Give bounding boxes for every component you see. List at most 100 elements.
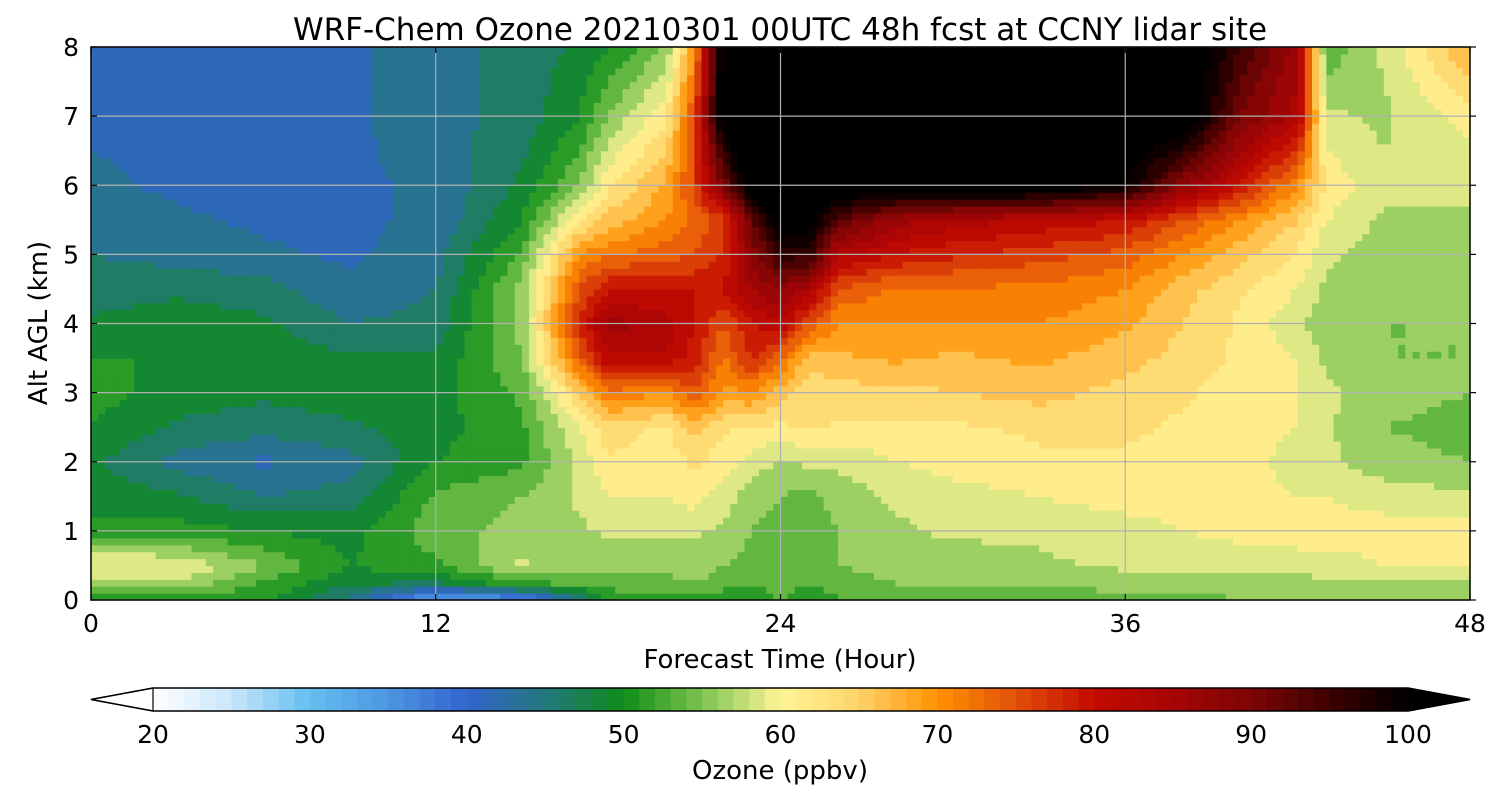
heatmap-cell <box>450 420 458 428</box>
heatmap-cell <box>1132 447 1141 456</box>
heatmap-cell <box>780 434 789 442</box>
heatmap-cell <box>363 572 372 580</box>
heatmap-cell <box>320 544 329 553</box>
heatmap-cell <box>148 565 157 573</box>
heatmap-cell <box>802 475 810 484</box>
heatmap-cell <box>730 593 738 600</box>
heatmap-cell <box>1426 461 1435 470</box>
heatmap-cell <box>170 427 178 435</box>
heatmap-cell <box>852 544 861 553</box>
heatmap-cell <box>148 489 157 497</box>
heatmap-cell <box>622 496 631 504</box>
heatmap-cell <box>234 586 243 594</box>
heatmap-cell <box>780 517 789 525</box>
heatmap-cell <box>378 558 387 567</box>
heatmap-cell <box>162 496 171 504</box>
heatmap-cell <box>1455 496 1464 504</box>
heatmap-cell <box>565 420 573 428</box>
heatmap-cell <box>1304 503 1313 511</box>
heatmap-cell <box>1268 468 1277 477</box>
heatmap-cell <box>636 579 645 587</box>
heatmap-cell <box>787 441 796 449</box>
heatmap-cell <box>256 461 264 470</box>
heatmap-cell <box>1146 593 1155 600</box>
heatmap-cell <box>658 544 667 553</box>
heatmap-cell <box>1240 427 1248 435</box>
heatmap-cell <box>924 427 932 435</box>
heatmap-cell <box>313 496 322 504</box>
heatmap-cell <box>1369 551 1378 560</box>
heatmap-cell <box>234 441 243 449</box>
heatmap-cell <box>1161 517 1169 525</box>
heatmap-cell <box>134 420 142 428</box>
heatmap-cell <box>1103 454 1112 463</box>
heatmap-cell <box>191 523 200 532</box>
heatmap-cell <box>1017 447 1026 456</box>
heatmap-cell <box>306 579 315 587</box>
heatmap-cell <box>155 586 164 594</box>
heatmap-cell <box>694 454 703 463</box>
heatmap-cell <box>1261 434 1270 442</box>
heatmap-cell <box>141 447 150 456</box>
heatmap-cell <box>1276 461 1284 470</box>
heatmap-cell <box>802 510 810 518</box>
heatmap-cell <box>177 558 185 567</box>
heatmap-cell <box>263 475 272 484</box>
heatmap-cell <box>593 461 602 470</box>
heatmap-cell <box>715 517 724 525</box>
heatmap-cell <box>687 593 695 600</box>
heatmap-cell <box>371 427 379 435</box>
heatmap-cell <box>349 523 358 532</box>
heatmap-cell <box>636 551 645 560</box>
heatmap-cell <box>529 572 537 580</box>
heatmap-cell <box>730 441 738 449</box>
heatmap-cell <box>988 482 997 490</box>
heatmap-cell <box>191 517 200 525</box>
heatmap-cell <box>960 579 968 587</box>
heatmap-cell <box>737 523 746 532</box>
heatmap-cell <box>744 475 753 484</box>
heatmap-cell <box>220 468 229 477</box>
heatmap-cell <box>342 579 351 587</box>
heatmap-cell <box>1182 420 1191 428</box>
heatmap-cell <box>593 530 602 539</box>
heatmap-cell <box>1175 427 1184 435</box>
heatmap-cell <box>1218 427 1227 435</box>
heatmap-cell <box>658 510 667 518</box>
heatmap-cell <box>1455 427 1464 435</box>
heatmap-cell <box>241 496 250 504</box>
heatmap-cell <box>952 530 961 539</box>
heatmap-cell <box>1046 441 1055 449</box>
heatmap-cell <box>320 482 329 490</box>
heatmap-cell <box>256 434 264 442</box>
heatmap-cell <box>715 558 724 567</box>
heatmap-cell <box>450 544 458 553</box>
heatmap-cell <box>773 489 782 497</box>
heatmap-cell <box>758 593 767 600</box>
heatmap-cell <box>1003 441 1011 449</box>
heatmap-cell <box>284 510 293 518</box>
heatmap-cell <box>1390 593 1399 600</box>
heatmap-cell <box>220 593 229 600</box>
heatmap-cell <box>622 586 631 594</box>
heatmap-cell <box>1082 558 1090 567</box>
heatmap-cell <box>198 530 207 539</box>
heatmap-cell <box>658 565 667 573</box>
heatmap-cell <box>952 551 961 560</box>
heatmap-cell <box>902 579 911 587</box>
heatmap-cell <box>859 434 868 442</box>
heatmap-cell <box>1412 551 1421 560</box>
heatmap-cell <box>1340 551 1349 560</box>
heatmap-cell <box>651 572 659 580</box>
heatmap-cell <box>478 447 487 456</box>
heatmap-cell <box>521 537 530 546</box>
heatmap-cell <box>1024 496 1033 504</box>
heatmap-cell <box>572 468 580 477</box>
heatmap-cell <box>744 434 753 442</box>
heatmap-cell <box>464 579 473 587</box>
heatmap-cell <box>177 420 185 428</box>
heatmap-cell <box>938 537 947 546</box>
heatmap-cell <box>1146 434 1155 442</box>
heatmap-cell <box>521 427 530 435</box>
heatmap-cell <box>1290 544 1299 553</box>
